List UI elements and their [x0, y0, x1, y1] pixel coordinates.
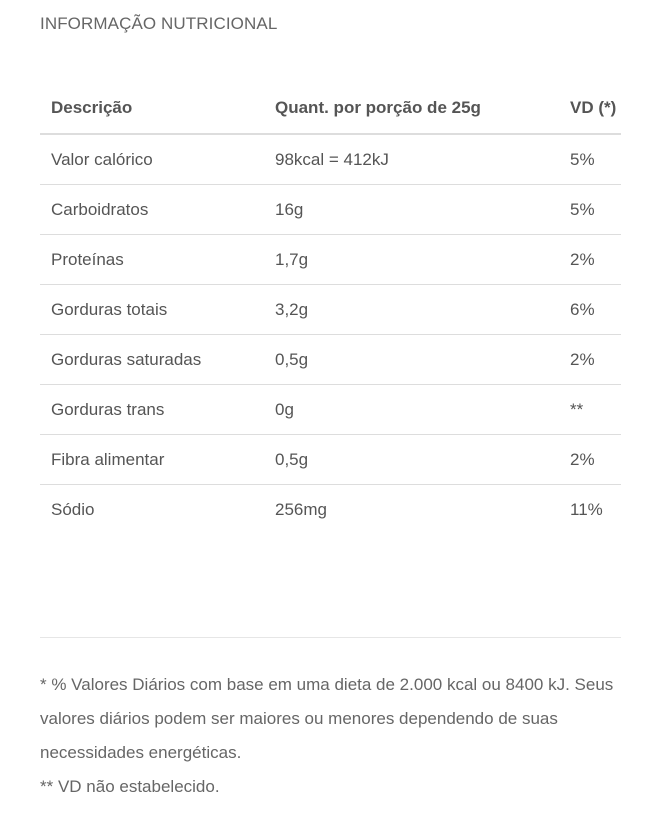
row-description: Fibra alimentar — [40, 434, 264, 485]
row-description: Sódio — [51, 499, 95, 519]
header-quantity: Quant. por porção de 25g — [264, 83, 559, 135]
row-quantity: 3,2g — [264, 284, 559, 335]
row-quantity: 0,5g — [264, 334, 559, 385]
row-quantity: 0g — [264, 384, 559, 435]
table-header-row: Descrição Quant. por porção de 25g VD (*… — [40, 83, 621, 135]
table-row: Gorduras trans 0g ** — [40, 384, 621, 435]
footnotes: * % Valores Diários com base em uma diet… — [40, 668, 615, 804]
table-row: Gorduras saturadas 0,5g 2% — [40, 334, 621, 385]
row-description: Gorduras saturadas — [40, 334, 264, 385]
daily-values-footnote: * % Valores Diários com base em uma diet… — [40, 675, 614, 762]
table-row: Fibra alimentar 0,5g 2% — [40, 434, 621, 485]
row-quantity: 0,5g — [264, 434, 559, 485]
table-row: Gorduras totais 3,2g 6% — [40, 284, 621, 335]
row-description: Proteínas — [40, 234, 264, 285]
row-daily-value: 6% — [559, 284, 621, 335]
row-daily-value: ** — [559, 384, 621, 435]
table-row: Carboidratos 16g 5% — [40, 184, 621, 235]
row-quantity: 256mg — [275, 499, 327, 519]
row-daily-value: 2% — [559, 434, 621, 485]
section-divider — [40, 637, 621, 638]
row-daily-value: 2% — [559, 334, 621, 385]
row-daily-value: 2% — [559, 234, 621, 285]
row-daily-value: 11% — [570, 499, 603, 519]
header-daily-value: VD (*) — [559, 83, 621, 135]
section-title: INFORMAÇÃO NUTRICIONAL — [40, 14, 278, 33]
row-daily-value: 5% — [559, 184, 621, 235]
not-established-footnote: ** VD não estabelecido. — [40, 777, 220, 796]
row-description: Carboidratos — [40, 184, 264, 235]
row-quantity: 98kcal = 412kJ — [264, 134, 559, 185]
row-quantity: 1,7g — [264, 234, 559, 285]
table-row: Proteínas 1,7g 2% — [40, 234, 621, 285]
nutrition-table: Descrição Quant. por porção de 25g VD (*… — [40, 83, 621, 534]
row-description: Valor calórico — [40, 134, 264, 185]
row-description: Gorduras totais — [40, 284, 264, 335]
table-row: Sódio 256mg 11% — [40, 485, 621, 535]
row-quantity: 16g — [264, 184, 559, 235]
row-description: Gorduras trans — [40, 384, 264, 435]
table-row: Valor calórico 98kcal = 412kJ 5% — [40, 134, 621, 185]
header-description: Descrição — [40, 83, 264, 135]
row-daily-value: 5% — [559, 134, 621, 185]
